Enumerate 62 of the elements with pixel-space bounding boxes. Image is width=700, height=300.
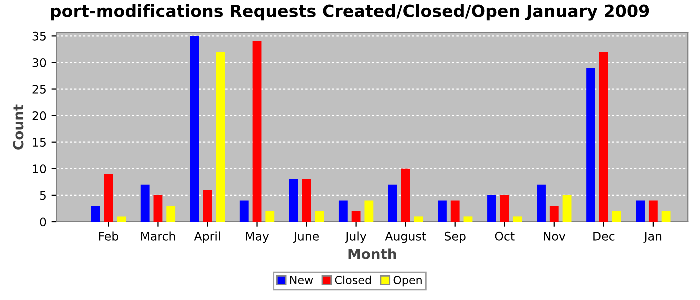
bar (190, 36, 200, 222)
y-axis-title: Count (13, 104, 24, 150)
bar (289, 180, 298, 222)
bar (537, 184, 546, 222)
bar (500, 195, 510, 222)
x-tick-label: Jan (644, 232, 662, 244)
bar (352, 211, 361, 222)
bar (550, 206, 559, 222)
bar (513, 216, 522, 222)
x-tick-label: Feb (99, 232, 118, 241)
bar (315, 211, 324, 222)
y-tick-label: 15 (33, 138, 46, 148)
bar (450, 200, 460, 222)
bar (266, 211, 275, 222)
bar (599, 52, 608, 222)
y-tick-label: 30 (32, 58, 46, 68)
bar (562, 195, 572, 222)
bar (388, 184, 398, 222)
x-tick-label: July (345, 232, 367, 244)
bar (302, 180, 312, 222)
y-tick-label: 25 (32, 85, 46, 94)
bar (338, 200, 348, 222)
bar (104, 174, 114, 222)
bar (203, 190, 212, 222)
bar (648, 200, 658, 222)
x-tick-label: August (385, 232, 426, 244)
bar (438, 200, 447, 222)
bar (166, 206, 176, 222)
bar (464, 216, 473, 222)
x-tick-label: June (293, 232, 320, 244)
bar (414, 216, 424, 222)
bar (154, 195, 163, 222)
bar (364, 200, 374, 222)
bar (636, 200, 646, 222)
x-tick-label: Dec (594, 232, 615, 241)
bar (252, 41, 262, 222)
bar (586, 68, 596, 222)
x-tick-label: Oct (495, 232, 515, 241)
y-tick-label: 10 (33, 164, 46, 174)
x-tick-label: Sep (445, 232, 466, 244)
y-tick-label: 5 (40, 191, 46, 200)
bar (612, 211, 622, 222)
x-tick-label: May (246, 232, 270, 244)
bar (216, 52, 226, 222)
y-tick-label: 0 (40, 218, 46, 227)
bar (488, 195, 496, 222)
bar (91, 206, 100, 222)
legend-label: Open (394, 276, 422, 287)
y-tick-label: 35 (32, 32, 46, 41)
bar (401, 168, 410, 222)
bar (240, 200, 249, 222)
y-tick-label: 20 (32, 112, 46, 120)
bar (140, 184, 150, 222)
legend-label: New (290, 276, 314, 284)
bar (117, 216, 126, 222)
x-tick-label: March (141, 232, 176, 241)
chart-title: port-modifications Requests Created/Closed/Open January 2009 (51, 4, 650, 21)
x-tick-label: April (194, 232, 220, 244)
x-tick-label: Nov (544, 232, 566, 241)
x-axis-title: Month (348, 248, 396, 260)
bar (662, 211, 671, 222)
legend-label: Closed (335, 276, 372, 284)
